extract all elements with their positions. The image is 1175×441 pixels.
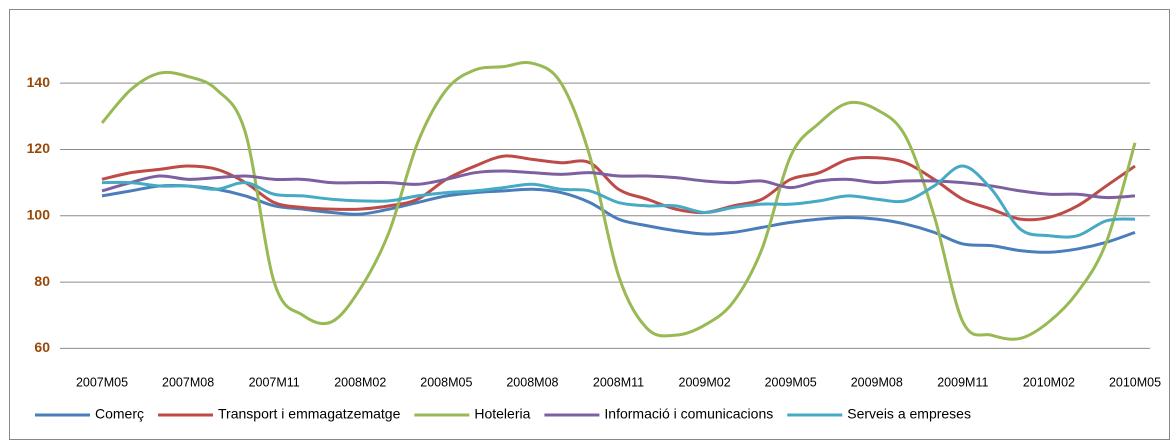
line-series xyxy=(101,164,1136,239)
x-tick-label: 2008M05 xyxy=(420,375,472,389)
x-tick-label: 2008M02 xyxy=(334,375,386,389)
x-tick-label: 2008M08 xyxy=(506,375,558,389)
legend-label: Transport i emmagatzematge xyxy=(218,406,401,422)
legend-label: Serveis a empreses xyxy=(847,406,971,422)
x-tick-label: 2009M05 xyxy=(765,375,817,389)
x-tick-label: 2010M02 xyxy=(1023,375,1075,389)
x-tick-label: 2010M05 xyxy=(1109,375,1161,389)
line-series xyxy=(101,154,1136,222)
x-tick-label: 2009M02 xyxy=(679,375,731,389)
x-tick-label: 2009M11 xyxy=(937,375,988,389)
line-series xyxy=(101,169,1136,200)
x-tick-label: 2009M08 xyxy=(851,375,903,389)
line-series xyxy=(100,60,1137,341)
x-tick-label: 2007M05 xyxy=(76,375,128,389)
line-series xyxy=(101,183,1136,254)
x-tick-label: 2007M08 xyxy=(162,375,214,389)
y-tick-label: 60 xyxy=(34,339,50,355)
x-tick-label: 2007M11 xyxy=(249,375,300,389)
legend-label: Hoteleria xyxy=(474,406,530,422)
y-tick-label: 100 xyxy=(27,206,51,222)
legend-label: Comerç xyxy=(95,406,144,422)
y-tick-label: 140 xyxy=(27,74,51,90)
legend-label: Informació i comunicacions xyxy=(604,406,773,422)
y-tick-label: 80 xyxy=(34,273,50,289)
x-tick-label: 2008M11 xyxy=(593,375,644,389)
y-tick-label: 120 xyxy=(27,140,51,156)
